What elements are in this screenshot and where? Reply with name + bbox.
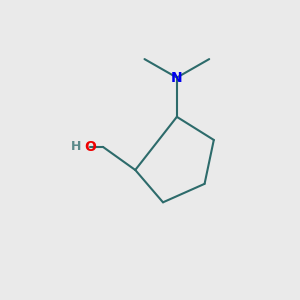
Text: N: N [171,70,183,85]
Text: H: H [71,140,82,153]
Text: O: O [84,140,96,154]
